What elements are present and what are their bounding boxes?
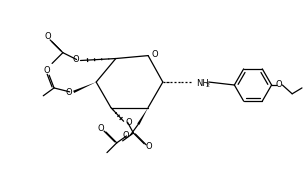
Text: O: O	[65, 88, 72, 97]
Text: O: O	[72, 55, 79, 64]
Text: O: O	[122, 131, 129, 140]
Text: NH: NH	[196, 79, 209, 88]
Text: O: O	[125, 118, 132, 127]
Circle shape	[233, 64, 274, 106]
Text: O: O	[98, 124, 104, 133]
Text: 2: 2	[205, 83, 209, 88]
Text: O: O	[44, 66, 51, 75]
Text: O: O	[275, 81, 282, 89]
Polygon shape	[137, 108, 148, 125]
Polygon shape	[73, 82, 96, 93]
Text: O: O	[152, 50, 158, 59]
Text: O: O	[45, 32, 51, 41]
Text: O: O	[146, 142, 152, 151]
